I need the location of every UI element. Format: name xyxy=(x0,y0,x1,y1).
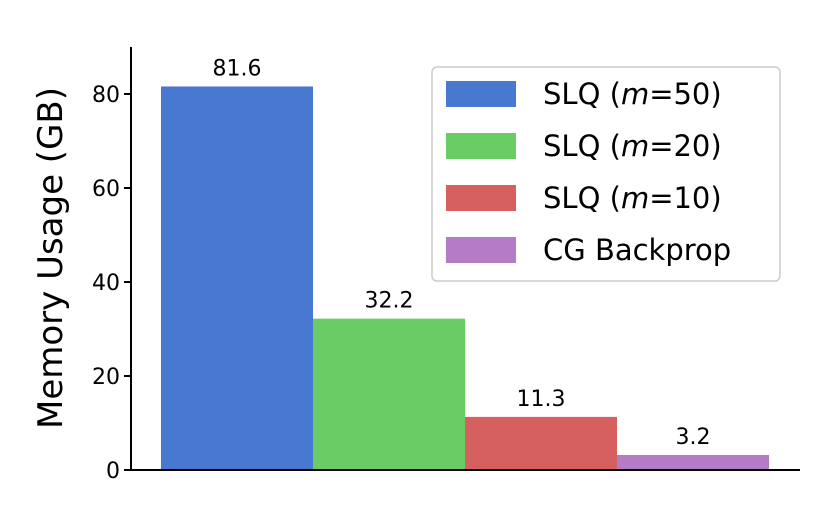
legend-item-cg-backprop: CG Backprop xyxy=(446,233,731,267)
legend-swatch-cg-backprop xyxy=(446,237,516,263)
data-label-cg-backprop: 3.2 xyxy=(676,425,711,450)
y-tick-label-0: 0 xyxy=(106,459,120,484)
axes-group xyxy=(130,47,800,471)
legend-label-slq-m-20: SLQ (m=20) xyxy=(543,129,722,163)
legend-items: SLQ (m=50) SLQ (m=20) SLQ (m=10) CG Backpro… xyxy=(446,77,731,267)
legend-item-slq-m-10: SLQ (m=10) xyxy=(446,181,722,215)
y-tick-label-80: 80 xyxy=(92,83,120,108)
data-label-slq-m-20: 32.2 xyxy=(365,289,414,314)
legend-swatch-slq-m-20 xyxy=(446,133,516,159)
legend-frame xyxy=(431,66,781,282)
data-label-slq-m-10: 11.3 xyxy=(517,387,566,412)
bar-slq-m-50 xyxy=(161,86,313,470)
y-tick-label-20: 20 xyxy=(92,365,120,390)
bar-slq-m-10 xyxy=(465,416,617,470)
legend-item-slq-m-50: SLQ (m=50) xyxy=(446,77,722,111)
legend-label-slq-m-50: SLQ (m=50) xyxy=(543,77,722,111)
y-axis-label: Memory Usage (GB) xyxy=(31,87,71,429)
bar-cg-backprop xyxy=(617,454,769,470)
legend-label-slq-m-10: SLQ (m=10) xyxy=(543,181,722,215)
data-labels-group: 81.6 32.2 11.3 3.2 xyxy=(213,56,711,449)
legend-swatch-slq-m-50 xyxy=(446,81,516,107)
y-tick-label-60: 60 xyxy=(92,177,120,202)
legend-swatch-slq-m-10 xyxy=(446,185,516,211)
y-ticks-group: 0 20 40 60 80 xyxy=(92,83,131,484)
data-label-slq-m-50: 81.6 xyxy=(213,56,262,81)
legend-item-slq-m-20: SLQ (m=20) xyxy=(446,129,722,163)
y-tick-label-40: 40 xyxy=(92,271,120,296)
legend: SLQ (m=50) SLQ (m=20) SLQ (m=10) CG Backpro… xyxy=(431,66,781,282)
bar-slq-m-20 xyxy=(313,318,465,470)
bars-group xyxy=(161,86,769,470)
legend-label-cg-backprop: CG Backprop xyxy=(543,233,731,267)
